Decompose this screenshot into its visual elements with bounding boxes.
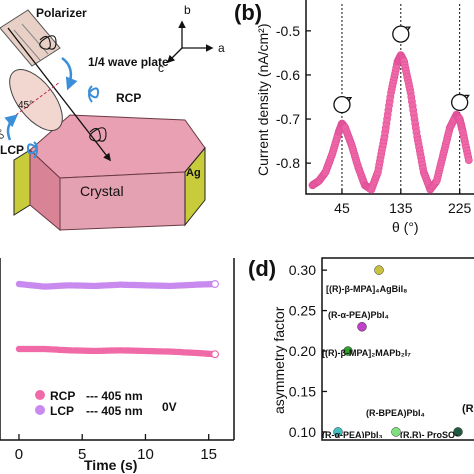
legend-lcp-label: LCP bbox=[50, 404, 74, 418]
light-beam bbox=[7, 27, 111, 162]
panel-d-cut-label: (R bbox=[462, 403, 474, 415]
panel-d-point bbox=[343, 346, 353, 356]
panel-c-xlabel: Time (s) bbox=[84, 457, 137, 473]
panel-c-end-point bbox=[211, 350, 220, 359]
panel-d-frame bbox=[321, 257, 474, 441]
polarizer-hatch bbox=[13, 29, 41, 61]
polarization-arrowhead-icon bbox=[405, 26, 412, 31]
panel-d-letter: (d) bbox=[248, 256, 276, 281]
panel-b: (b) Current density (nA/cm²) -0.5-0.6-0.… bbox=[234, 0, 474, 235]
zero-angle-label: 0° bbox=[0, 128, 9, 141]
panel-b-ytick-label: -0.6 bbox=[276, 67, 300, 83]
panel-c-series-rcp bbox=[15, 345, 220, 359]
panel-d-point-label: (R-BPEA)PbI₄ bbox=[366, 408, 425, 418]
crystal-label: Crystal bbox=[80, 183, 124, 199]
panel-b-x-ticks: 45 135 225 bbox=[334, 189, 472, 216]
legend-rcp-suffix: --- 405 nm bbox=[86, 389, 143, 403]
panel-b-circle-arrows bbox=[333, 25, 470, 114]
rcp-label: RCP bbox=[116, 91, 141, 105]
panel-b-y-ticks: -0.5 -0.6 -0.7 -0.8 bbox=[276, 23, 311, 171]
crystal-front-2 bbox=[59, 171, 186, 231]
panel-b-curve bbox=[308, 51, 473, 194]
panel-c-legend: RCP --- 405 nm LCP --- 405 nm 0V bbox=[35, 389, 177, 418]
lcp-label: LCP bbox=[0, 143, 24, 157]
panel-c-series-lcp bbox=[15, 280, 220, 290]
panel-d-ylabel: asymmetry factor bbox=[271, 306, 287, 414]
panel-b-frame bbox=[305, 0, 474, 195]
panel-b-xtick-label: 225 bbox=[448, 200, 472, 216]
panel-a-schematic: Ag Crystal Polarizer 45° 0° 1/4 wave pla… bbox=[0, 3, 225, 232]
legend-lcp-suffix: --- 405 nm bbox=[86, 404, 143, 418]
panel-d: (d) asymmetry factor 0.30 0.25 0.20 0.15 0.1… bbox=[248, 256, 474, 441]
panel-d-ytick-label: 0.20 bbox=[289, 343, 316, 359]
wave-spiral-1 bbox=[39, 35, 57, 50]
panel-d-points: [(R)-β-MPA]₄AgBiI₈ (R-α-PEA)PbI₄ [(R)-β-MP… bbox=[322, 265, 463, 440]
axis-c-label: c bbox=[158, 61, 164, 75]
panel-c-xtick-label: 15 bbox=[200, 446, 217, 463]
panel-d-point-label: (R,R)- ProSQ- bbox=[400, 430, 458, 440]
angle-label: 45° bbox=[18, 100, 33, 111]
panel-d-ytick-label: 0.10 bbox=[289, 424, 316, 440]
panel-c-series bbox=[15, 280, 220, 359]
axis-c-arrow bbox=[166, 47, 183, 64]
rotation-arrow-top bbox=[61, 56, 78, 91]
panel-d-point bbox=[333, 427, 343, 437]
panel-b-xtick-label: 135 bbox=[389, 200, 413, 216]
panel-c-xtick-label: 0 bbox=[15, 446, 23, 463]
panel-d-ytick-label: 0.15 bbox=[289, 383, 316, 399]
polarization-arrowhead-icon bbox=[464, 94, 470, 99]
panel-b-letter: (b) bbox=[234, 0, 262, 25]
panel-d-point bbox=[453, 427, 463, 437]
wave-plate-axis bbox=[11, 81, 61, 119]
panel-c-end-point bbox=[211, 280, 220, 289]
panel-d-point bbox=[374, 265, 384, 275]
panel-b-xtick-label: 45 bbox=[334, 200, 350, 216]
panel-b-data-point bbox=[464, 156, 473, 164]
panel-c-xtick-label: 5 bbox=[78, 446, 86, 463]
rotation-arrow-bottom bbox=[4, 114, 18, 141]
axis-b-label: b bbox=[184, 3, 191, 17]
panel-b-xlabel: θ (°) bbox=[392, 219, 419, 235]
panel-d-point-label: (R-α-PEA)PbI₃ bbox=[322, 430, 383, 440]
legend-rcp-marker bbox=[35, 390, 45, 400]
wave-plate-label: 1/4 wave plate bbox=[88, 55, 169, 69]
legend-bias: 0V bbox=[162, 400, 177, 414]
panel-c-x-ticks: 0 5 10 15 bbox=[15, 434, 217, 463]
panel-b-ytick-label: -0.8 bbox=[276, 155, 300, 171]
panel-b-ytick-label: -0.7 bbox=[276, 111, 300, 127]
panel-d-point-label: [(R)-β-MPA]₄AgBiI₈ bbox=[326, 284, 407, 294]
legend-lcp-marker bbox=[35, 405, 45, 415]
axis-a-label: a bbox=[218, 41, 225, 55]
polarization-circle-icon bbox=[392, 25, 410, 43]
panel-c-xtick-label: 10 bbox=[137, 446, 154, 463]
polarizer-plate bbox=[0, 9, 61, 67]
panel-d-point bbox=[357, 322, 367, 332]
polarization-circle-icon bbox=[333, 95, 351, 114]
ag-electrode-right bbox=[184, 146, 206, 227]
panel-d-point-label: (R-α-PEA)PbI₄ bbox=[328, 310, 389, 320]
ag-label: Ag bbox=[186, 167, 201, 179]
polarization-circle-icon bbox=[451, 93, 469, 112]
ag-electrode-left bbox=[13, 149, 31, 216]
polarizer-label: Polarizer bbox=[36, 6, 87, 20]
rcp-icon bbox=[88, 85, 100, 103]
panel-d-point-label: [(R)-β-MPA]₂MAPb₂I₇ bbox=[322, 348, 411, 358]
wave-spiral-2 bbox=[89, 127, 107, 142]
panel-d-point bbox=[391, 427, 401, 437]
panel-c: 0 5 10 15 Time (s) RCP --- 405 nm LCP --- 4… bbox=[0, 258, 235, 473]
lcp-icon bbox=[26, 141, 38, 159]
panel-b-ylabel: Current density (nA/cm²) bbox=[255, 24, 271, 176]
panel-d-y-ticks: 0.30 0.25 0.20 0.15 0.10 bbox=[289, 262, 327, 440]
polarization-arrowhead-icon bbox=[346, 96, 353, 101]
panel-b-ytick-label: -0.5 bbox=[276, 23, 300, 39]
legend-rcp-label: RCP bbox=[50, 389, 75, 403]
panel-d-ytick-label: 0.30 bbox=[289, 262, 316, 278]
panel-d-ytick-label: 0.25 bbox=[289, 303, 316, 319]
